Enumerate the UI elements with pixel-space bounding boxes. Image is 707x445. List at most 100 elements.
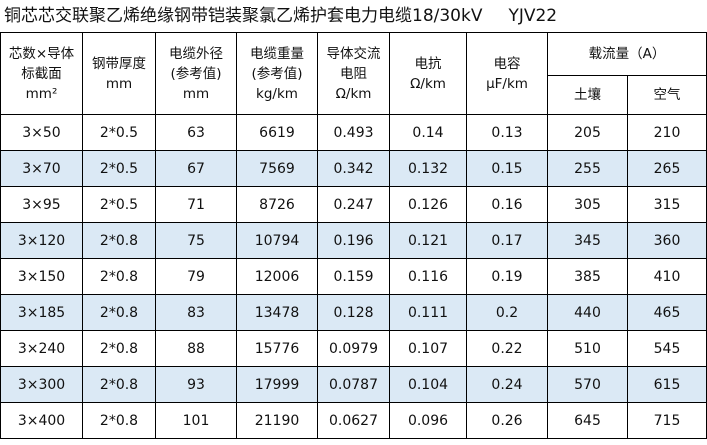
weight-cell: 6619 bbox=[236, 114, 318, 151]
air-ampacity-cell: 715 bbox=[627, 402, 707, 439]
cores-cell: 3×185 bbox=[0, 294, 83, 331]
weight-cell: 8726 bbox=[236, 186, 318, 223]
header-air: 空气 bbox=[627, 75, 707, 115]
tape-cell: 2*0.5 bbox=[82, 186, 156, 223]
reactance-cell: 0.121 bbox=[389, 222, 467, 259]
reactance-cell: 0.111 bbox=[389, 294, 467, 331]
air-ampacity-cell: 545 bbox=[627, 330, 707, 367]
soil-ampacity-cell: 440 bbox=[547, 294, 628, 331]
weight-cell: 21190 bbox=[236, 402, 318, 439]
table-row: 3×50 2*0.5 63 6619 0.493 0.14 0.13 205 210 bbox=[0, 114, 707, 151]
header-ampacity: 载流量（A） bbox=[547, 32, 707, 76]
resistance-cell: 0.0787 bbox=[317, 366, 390, 403]
weight-cell: 10794 bbox=[236, 222, 318, 259]
header-line: mm bbox=[182, 85, 210, 102]
diameter-cell: 101 bbox=[155, 402, 237, 439]
weight-cell: 12006 bbox=[236, 258, 318, 295]
diameter-cell: 88 bbox=[155, 330, 237, 367]
capacitance-cell: 0.16 bbox=[466, 186, 548, 223]
model-code: YJV22 bbox=[508, 6, 558, 26]
cores-cell: 3×150 bbox=[0, 258, 83, 295]
tape-cell: 2*0.8 bbox=[82, 294, 156, 331]
diameter-cell: 93 bbox=[155, 366, 237, 403]
resistance-cell: 0.493 bbox=[317, 114, 390, 151]
header-soil: 土壤 bbox=[547, 75, 628, 115]
title-text: 铜芯芯交联聚乙烯绝缘钢带铠装聚氯乙烯护套电力电缆18/30kV bbox=[4, 6, 483, 26]
header-reactance: 电抗 Ω/km bbox=[389, 32, 467, 115]
air-ampacity-cell: 465 bbox=[627, 294, 707, 331]
soil-ampacity-cell: 385 bbox=[547, 258, 628, 295]
resistance-cell: 0.0627 bbox=[317, 402, 390, 439]
diameter-cell: 67 bbox=[155, 150, 237, 187]
table-row: 3×95 2*0.5 71 8726 0.247 0.126 0.16 305 315 bbox=[0, 186, 707, 223]
tape-cell: 2*0.5 bbox=[82, 114, 156, 151]
tape-cell: 2*0.8 bbox=[82, 222, 156, 259]
header-line: mm² bbox=[25, 85, 58, 102]
air-ampacity-cell: 615 bbox=[627, 366, 707, 403]
cores-cell: 3×240 bbox=[0, 330, 83, 367]
cores-cell: 3×70 bbox=[0, 150, 83, 187]
header-line: 芯数×导体 bbox=[8, 45, 75, 62]
capacitance-cell: 0.13 bbox=[466, 114, 548, 151]
resistance-cell: 0.128 bbox=[317, 294, 390, 331]
header-line: (参考值) bbox=[170, 65, 222, 82]
air-ampacity-cell: 315 bbox=[627, 186, 707, 223]
capacitance-cell: 0.19 bbox=[466, 258, 548, 295]
header-line: μF/km bbox=[486, 75, 528, 92]
capacitance-cell: 0.22 bbox=[466, 330, 548, 367]
cores-cell: 3×50 bbox=[0, 114, 83, 151]
air-ampacity-cell: 360 bbox=[627, 222, 707, 259]
cores-cell: 3×120 bbox=[0, 222, 83, 259]
reactance-cell: 0.116 bbox=[389, 258, 467, 295]
soil-ampacity-cell: 645 bbox=[547, 402, 628, 439]
soil-ampacity-cell: 305 bbox=[547, 186, 628, 223]
table-row: 3×240 2*0.8 88 15776 0.0979 0.107 0.22 510 545 bbox=[0, 330, 707, 367]
header-line: mm bbox=[105, 75, 133, 92]
table-body: 3×50 2*0.5 63 6619 0.493 0.14 0.13 205 210 3×70 2*… bbox=[0, 114, 707, 439]
resistance-cell: 0.0979 bbox=[317, 330, 390, 367]
table-row: 3×150 2*0.8 79 12006 0.159 0.116 0.19 385 410 bbox=[0, 258, 707, 295]
tape-cell: 2*0.5 bbox=[82, 150, 156, 187]
reactance-cell: 0.132 bbox=[389, 150, 467, 187]
cores-cell: 3×95 bbox=[0, 186, 83, 223]
header-cores: 芯数×导体 标截面 mm² bbox=[0, 32, 83, 115]
table-row: 3×120 2*0.8 75 10794 0.196 0.121 0.17 345 360 bbox=[0, 222, 707, 259]
diameter-cell: 71 bbox=[155, 186, 237, 223]
soil-ampacity-cell: 205 bbox=[547, 114, 628, 151]
header-line: Ω/km bbox=[335, 85, 372, 102]
weight-cell: 13478 bbox=[236, 294, 318, 331]
capacitance-cell: 0.2 bbox=[466, 294, 548, 331]
capacitance-cell: 0.26 bbox=[466, 402, 548, 439]
diameter-cell: 79 bbox=[155, 258, 237, 295]
header-line: 电抗 bbox=[414, 55, 442, 72]
header-weight: 电缆重量 (参考值) kg/km bbox=[236, 32, 318, 115]
tape-cell: 2*0.8 bbox=[82, 330, 156, 367]
resistance-cell: 0.342 bbox=[317, 150, 390, 187]
table-row: 3×70 2*0.5 67 7569 0.342 0.132 0.15 255 265 bbox=[0, 150, 707, 187]
diameter-cell: 75 bbox=[155, 222, 237, 259]
reactance-cell: 0.104 bbox=[389, 366, 467, 403]
capacitance-cell: 0.24 bbox=[466, 366, 548, 403]
soil-ampacity-cell: 345 bbox=[547, 222, 628, 259]
cable-spec-table: 芯数×导体 标截面 mm² 钢带厚度 mm 电缆外径 (参考值) mm 电缆重量… bbox=[0, 32, 707, 439]
table-row: 3×400 2*0.8 101 21190 0.0627 0.096 0.26 645 715 bbox=[0, 402, 707, 439]
soil-ampacity-cell: 570 bbox=[547, 366, 628, 403]
weight-cell: 7569 bbox=[236, 150, 318, 187]
table-row: 3×185 2*0.8 83 13478 0.128 0.111 0.2 440 465 bbox=[0, 294, 707, 331]
tape-cell: 2*0.8 bbox=[82, 366, 156, 403]
header-line: Ω/km bbox=[410, 75, 446, 92]
capacitance-cell: 0.17 bbox=[466, 222, 548, 259]
resistance-cell: 0.196 bbox=[317, 222, 390, 259]
header-line: 标截面 bbox=[21, 65, 62, 82]
soil-ampacity-cell: 255 bbox=[547, 150, 628, 187]
diameter-cell: 83 bbox=[155, 294, 237, 331]
resistance-cell: 0.247 bbox=[317, 186, 390, 223]
header-capacitance: 电容 μF/km bbox=[466, 32, 548, 115]
diameter-cell: 63 bbox=[155, 114, 237, 151]
header-line: 电阻 bbox=[340, 65, 367, 82]
reactance-cell: 0.107 bbox=[389, 330, 467, 367]
soil-ampacity-cell: 510 bbox=[547, 330, 628, 367]
header-line: kg/km bbox=[256, 85, 298, 102]
reactance-cell: 0.096 bbox=[389, 402, 467, 439]
cores-cell: 3×300 bbox=[0, 366, 83, 403]
